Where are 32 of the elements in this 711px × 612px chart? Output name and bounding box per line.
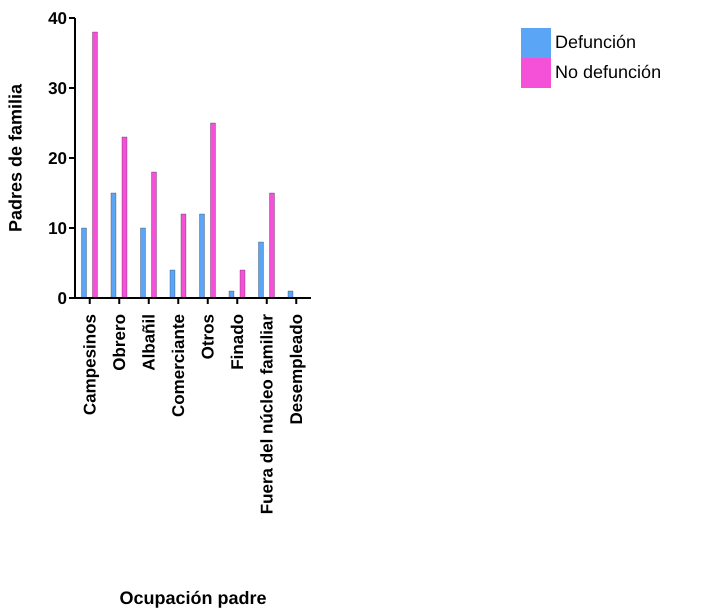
y-axis-title: Padres de familia [5, 82, 26, 232]
bar [240, 270, 246, 298]
y-tick-label: 40 [48, 9, 67, 28]
bar [269, 192, 275, 298]
bar [180, 214, 186, 298]
bar [228, 290, 234, 298]
y-tick-label: 0 [58, 289, 67, 308]
x-tick-label: Comerciante [168, 314, 188, 417]
bar [210, 122, 216, 298]
x-tick-label: Campesinos [80, 314, 100, 416]
x-tick-label: Albañil [139, 314, 158, 371]
bar [288, 290, 294, 298]
bar [110, 192, 116, 298]
x-axis-title: Ocupación padre [119, 588, 267, 608]
bar [81, 228, 87, 298]
bar [140, 228, 146, 298]
x-tick-label: Otros [198, 314, 218, 360]
bar [122, 136, 128, 298]
bar [199, 214, 205, 298]
x-tick-label: Finado [228, 314, 247, 370]
legend-label: Defunción [555, 32, 636, 52]
y-tick-label: 20 [48, 149, 67, 168]
bar [258, 242, 264, 298]
y-tick-label: 30 [48, 79, 67, 98]
x-tick-label: Desempleado [286, 314, 306, 425]
x-tick-label: Fuera del núcleo familiar [257, 314, 276, 514]
y-tick-label: 10 [48, 219, 67, 238]
x-tick-label: Obrero [110, 314, 129, 371]
bar [92, 32, 98, 298]
bar [151, 172, 157, 298]
legend-label: No defunción [555, 62, 662, 82]
bar [170, 270, 176, 298]
